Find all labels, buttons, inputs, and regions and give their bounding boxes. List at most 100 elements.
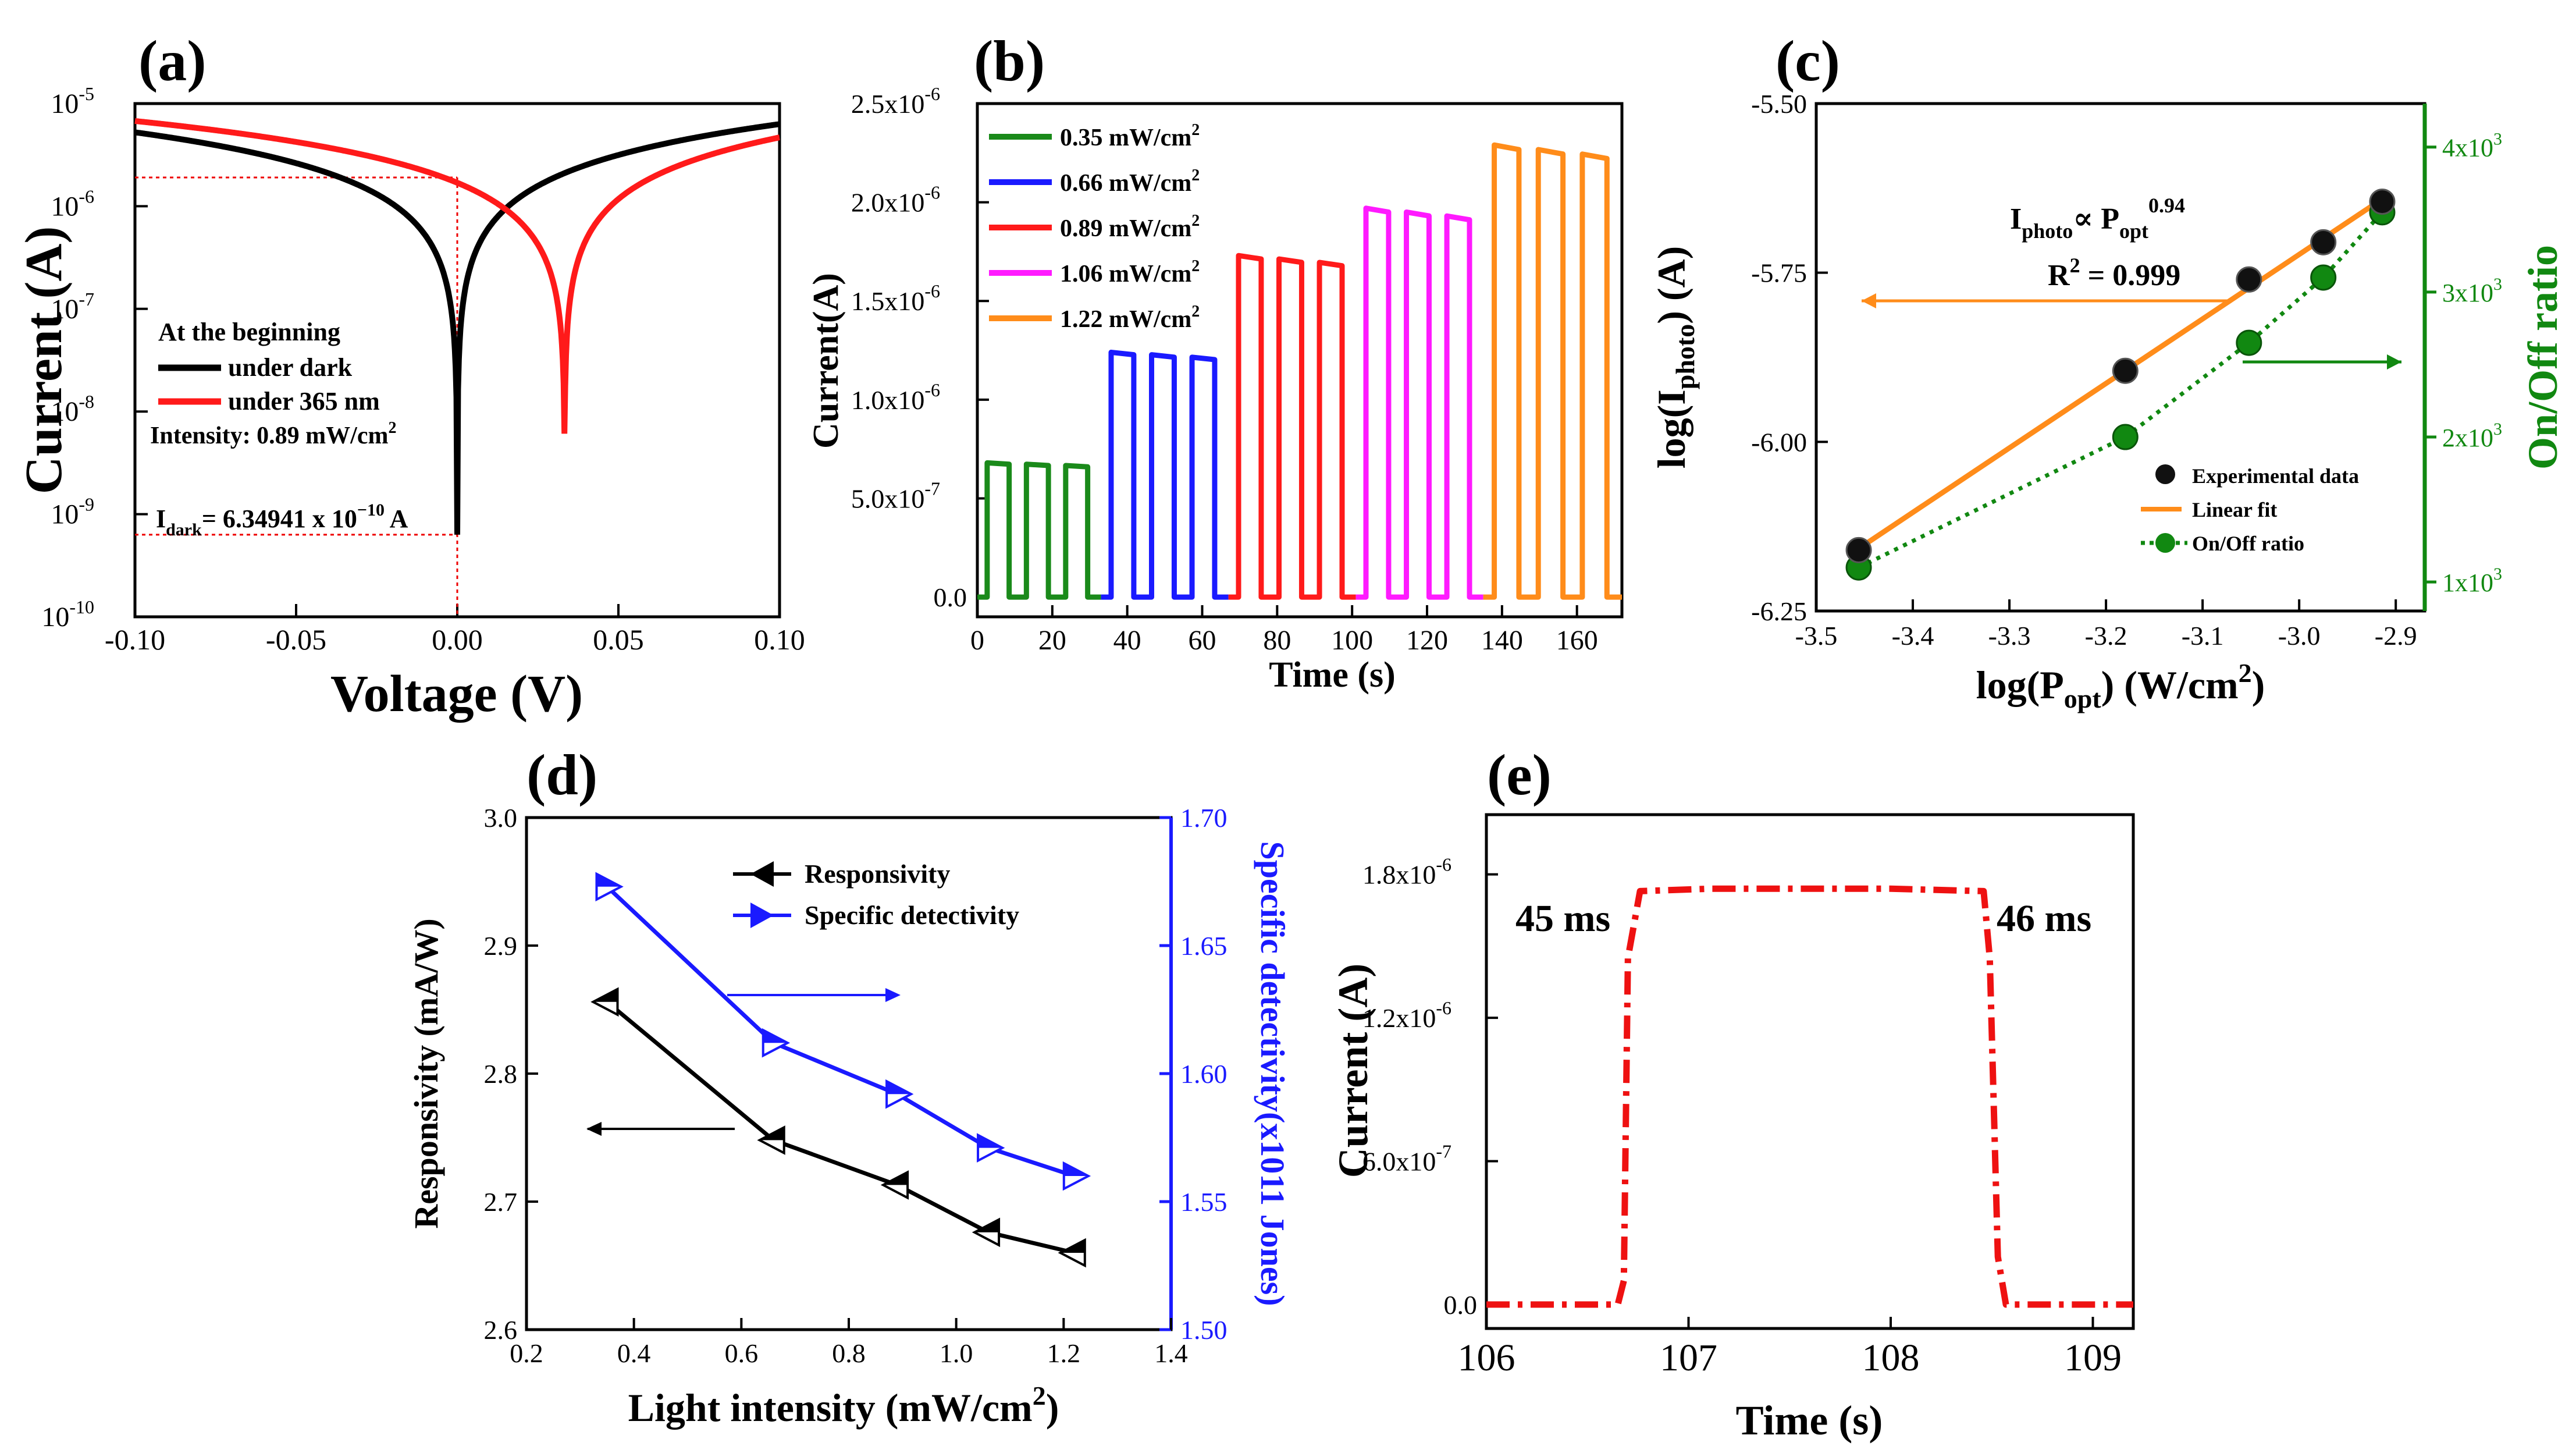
d-y2tick-label: 1.55	[1180, 1187, 1227, 1217]
d-ytick-label: 3.0	[484, 803, 518, 833]
d-line-1	[606, 885, 1075, 1178]
c-ytick-label: -6.25	[1751, 596, 1807, 626]
panel-c-plot	[1845, 189, 2396, 581]
a-ytick-base: 10	[51, 396, 79, 427]
idark-prefix: I	[156, 505, 166, 533]
panel-d-plot	[590, 872, 1091, 1268]
d-xlabel-sup: 2	[1033, 1381, 1046, 1411]
panel-a-ylabel: Current (A)	[15, 226, 73, 495]
c-ratio-line	[1858, 211, 2384, 570]
panel-c-label: (c)	[1776, 29, 1840, 93]
b-xtick-label: 120	[1406, 625, 1448, 656]
e-xtick-label: 108	[1862, 1337, 1920, 1379]
b-ytick-base: 2.0x10	[851, 188, 925, 218]
d-xlabel-close: )	[1046, 1385, 1059, 1430]
e-xtick-label: 109	[2064, 1337, 2122, 1379]
c-y2tick-label: 1x103	[2442, 564, 2502, 597]
legend-ratio: On/Off ratio	[2192, 532, 2304, 555]
intensity-note-sup: 2	[388, 419, 396, 437]
b-trace-1	[1101, 349, 1229, 600]
b-ytick-exp: -7	[924, 478, 940, 499]
c-y2tick-base: 1x10	[2442, 569, 2493, 597]
a-ytick-exp: -5	[79, 83, 94, 104]
c-y2tick-label: 4x103	[2442, 130, 2502, 162]
b-legend-value: 0.35	[1060, 125, 1109, 151]
panel-c-right-arrowhead	[2387, 354, 2401, 370]
b-ytick-exp: -6	[924, 182, 940, 203]
b-trace-3	[1355, 205, 1483, 600]
d-marker-fill	[887, 1081, 912, 1095]
panel-d-x-ticks: 0.2 0.4 0.6 0.8 1.0 1.2 1.4	[510, 1318, 1188, 1368]
c-xlabel-base: log(P	[1976, 663, 2064, 707]
panel-e-frame	[1485, 813, 2135, 1330]
c-ratio-point	[2112, 424, 2139, 450]
b-legend-label-4: 1.22 mW/cm2	[1060, 303, 1200, 333]
c-y2tick-base: 4x10	[2442, 134, 2493, 162]
b-xtick-label: 40	[1113, 625, 1141, 656]
c-xtick-label: -3.3	[1988, 621, 2031, 651]
e-ytick-label: 0.0	[1444, 1290, 1478, 1320]
a-ytick-base: 10	[51, 88, 79, 119]
c-photo-point	[1845, 537, 1872, 563]
panel-b-ylabel: Current(A)	[806, 273, 846, 449]
idark-suffix: A	[385, 505, 408, 533]
c-xlabel-sup: 2	[2239, 658, 2252, 688]
d-y2tick-label: 1.65	[1180, 931, 1227, 961]
panel-a-idark-note: Idark= 6.34941 x 10−10 A	[156, 500, 408, 539]
a-xtick-label: -0.05	[266, 623, 326, 656]
panel-e-label: (e)	[1487, 743, 1552, 807]
panel-d-legend: Responsivity Specific detectivity	[733, 859, 1019, 930]
e-ytick-label: 1.8x10-6	[1362, 854, 1451, 890]
panel-e-y-ticks: 0.06.0x10-71.2x10-61.8x10-6	[1362, 854, 1498, 1320]
c-ylabel-sub: photo	[1670, 324, 1700, 389]
e-ytick-base: 1.2x10	[1362, 1003, 1436, 1033]
c-xlabel-close: )	[2252, 663, 2265, 707]
b-ytick-label: 5.0x10-7	[851, 478, 940, 513]
panel-d-left-arrowhead	[586, 1122, 602, 1136]
d-xtick-label: 0.2	[510, 1338, 543, 1368]
panel-c-legend: Experimental data Linear fit On/Off rati…	[2141, 464, 2359, 555]
b-ytick-base: 1.5x10	[851, 286, 925, 316]
e-xtick-label: 106	[1458, 1337, 1515, 1379]
panel-a-xlabel: Voltage (V)	[330, 665, 583, 723]
c-xlabel-end: ) (W/cm	[2101, 663, 2239, 707]
b-legend-sup: 2	[1191, 121, 1200, 139]
panel-d-ylabel: Responsivity (mA/W)	[407, 918, 445, 1228]
c-ratio-point	[2310, 264, 2337, 291]
b-trace-2	[1228, 253, 1356, 600]
a-ytick-label: 10-5	[51, 83, 94, 119]
b-legend-label-3: 1.06 mW/cm2	[1060, 257, 1200, 287]
fit-exp: 0.94	[2148, 194, 2185, 217]
e-ytick-label: 1.2x10-6	[1362, 997, 1451, 1033]
c-xtick-label: -3.0	[2278, 621, 2321, 651]
idark-sub: dark	[166, 520, 202, 539]
c-y2tick-label: 3x103	[2442, 275, 2502, 307]
b-ytick-label: 2.0x10-6	[851, 182, 940, 218]
c-xtick-label: -3.1	[2182, 621, 2224, 651]
a-ytick-exp: -7	[79, 289, 94, 310]
c-photo-point	[2310, 229, 2337, 255]
fit-mid: ∝ P	[2073, 203, 2119, 236]
b-ytick-base: 1.0x10	[851, 385, 925, 415]
d-y2tick-label: 1.70	[1180, 803, 1227, 833]
b-trace-0	[977, 460, 1101, 600]
a-ytick-label: 10-7	[51, 289, 94, 325]
c-xtick-label: -2.9	[2375, 621, 2417, 651]
a-ytick-base: 10	[41, 602, 69, 633]
b-legend-unit: mW/cm	[1109, 125, 1191, 151]
panel-b-frame	[976, 102, 1624, 619]
b-legend-label-1: 0.66 mW/cm2	[1060, 166, 1200, 197]
panel-b-xlabel: Time (s)	[1269, 655, 1396, 695]
b-ytick-label: 1.5x10-6	[851, 280, 940, 316]
c-xtick-label: -3.4	[1892, 621, 1934, 651]
b-xtick-label: 140	[1481, 625, 1523, 656]
panel-c-y2label: On/Off ratio	[2520, 245, 2566, 470]
fit-lhs-sub: photo	[2022, 219, 2073, 243]
d-ytick-label: 2.7	[484, 1187, 518, 1217]
legend-detectivity-marker	[750, 903, 774, 928]
d-marker-fill	[759, 1127, 784, 1141]
c-ytick-label: -5.75	[1751, 258, 1807, 288]
panel-b-x-ticks: 0 20 40 60 80 100 120 140 160	[970, 605, 1598, 656]
